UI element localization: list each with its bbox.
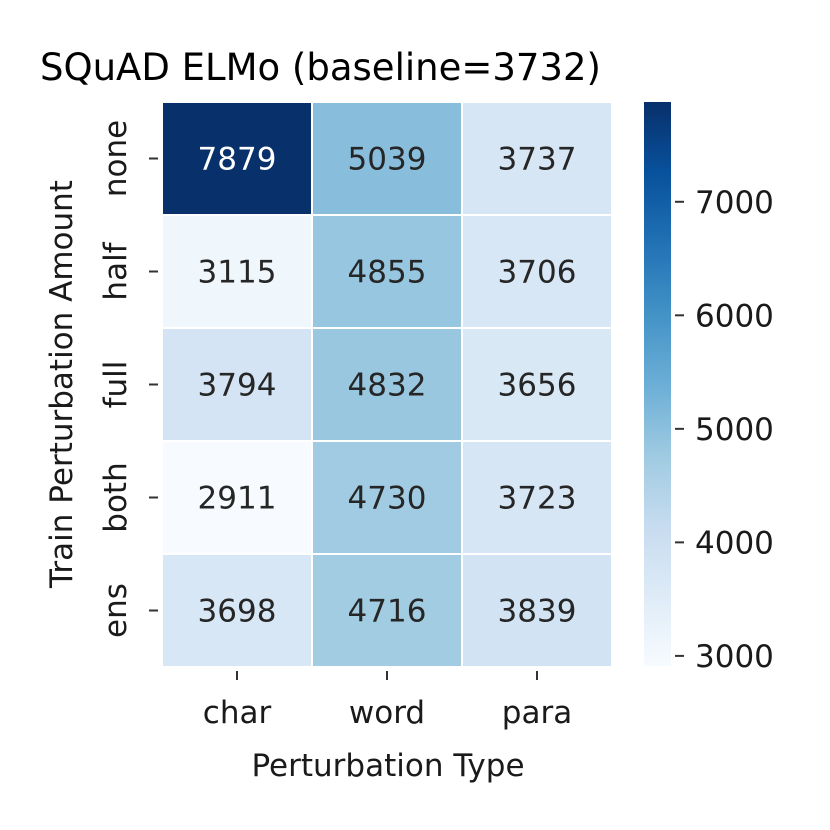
cell-value-label: 7879 — [198, 142, 277, 178]
cell-value-label: 5039 — [348, 142, 427, 178]
heatmap-cell — [161, 440, 313, 555]
y-tick-label: full — [98, 361, 134, 409]
y-tick-label: both — [98, 462, 134, 532]
cell-value-label: 4716 — [348, 594, 427, 630]
cell-value-label: 4832 — [348, 368, 427, 404]
x-axis-ticks: char word para — [203, 671, 572, 731]
cell-value-label: 2911 — [198, 481, 277, 517]
cell-value-label: 3656 — [498, 368, 577, 404]
heatmap-cell-labels: 7879 5039 3737 3115 4855 3706 3794 4832 3656 2911… — [198, 142, 577, 630]
colorbar — [644, 102, 671, 666]
heatmap-cell — [161, 553, 313, 668]
cell-value-label: 3839 — [498, 594, 577, 630]
y-tick-label: none — [98, 120, 134, 197]
cell-value-label: 3698 — [198, 594, 277, 630]
heatmap-cell — [461, 440, 613, 555]
colorbar-ticks: 3000 4000 5000 6000 7000 — [675, 185, 774, 675]
heatmap-cell — [461, 214, 613, 329]
y-axis-label: Train Perturbation Amount — [44, 180, 80, 589]
y-axis-ticks: none half full both ens — [98, 120, 158, 638]
colorbar-tick-label: 3000 — [695, 639, 774, 675]
colorbar-tick-label: 5000 — [695, 412, 774, 448]
heatmap-cell — [161, 101, 313, 216]
heatmap-cell — [311, 553, 463, 668]
heatmap-cells — [161, 101, 613, 668]
colorbar-tick-label: 7000 — [695, 185, 774, 221]
cell-value-label: 3723 — [498, 481, 577, 517]
cell-value-label: 3706 — [498, 255, 577, 291]
heatmap-cell — [461, 553, 613, 668]
cell-value-label: 3115 — [198, 255, 277, 291]
y-tick-label: half — [98, 241, 134, 300]
heatmap-cell — [161, 214, 313, 329]
y-tick-label: ens — [98, 583, 134, 638]
heatmap-cell — [461, 101, 613, 216]
chart-title: SQuAD ELMo (baseline=3732) — [40, 46, 601, 89]
heatmap-cell — [311, 327, 463, 442]
cell-value-label: 4730 — [348, 481, 427, 517]
x-axis-label: Perturbation Type — [251, 748, 524, 784]
x-tick-label: word — [349, 695, 425, 731]
colorbar-tick-label: 6000 — [695, 298, 774, 334]
colorbar-tick-label: 4000 — [695, 525, 774, 561]
x-tick-label: char — [203, 695, 272, 731]
cell-value-label: 4855 — [348, 255, 427, 291]
cell-value-label: 3794 — [198, 368, 277, 404]
x-tick-label: para — [502, 695, 572, 731]
cell-value-label: 3737 — [498, 142, 577, 178]
heatmap-cell — [311, 101, 463, 216]
